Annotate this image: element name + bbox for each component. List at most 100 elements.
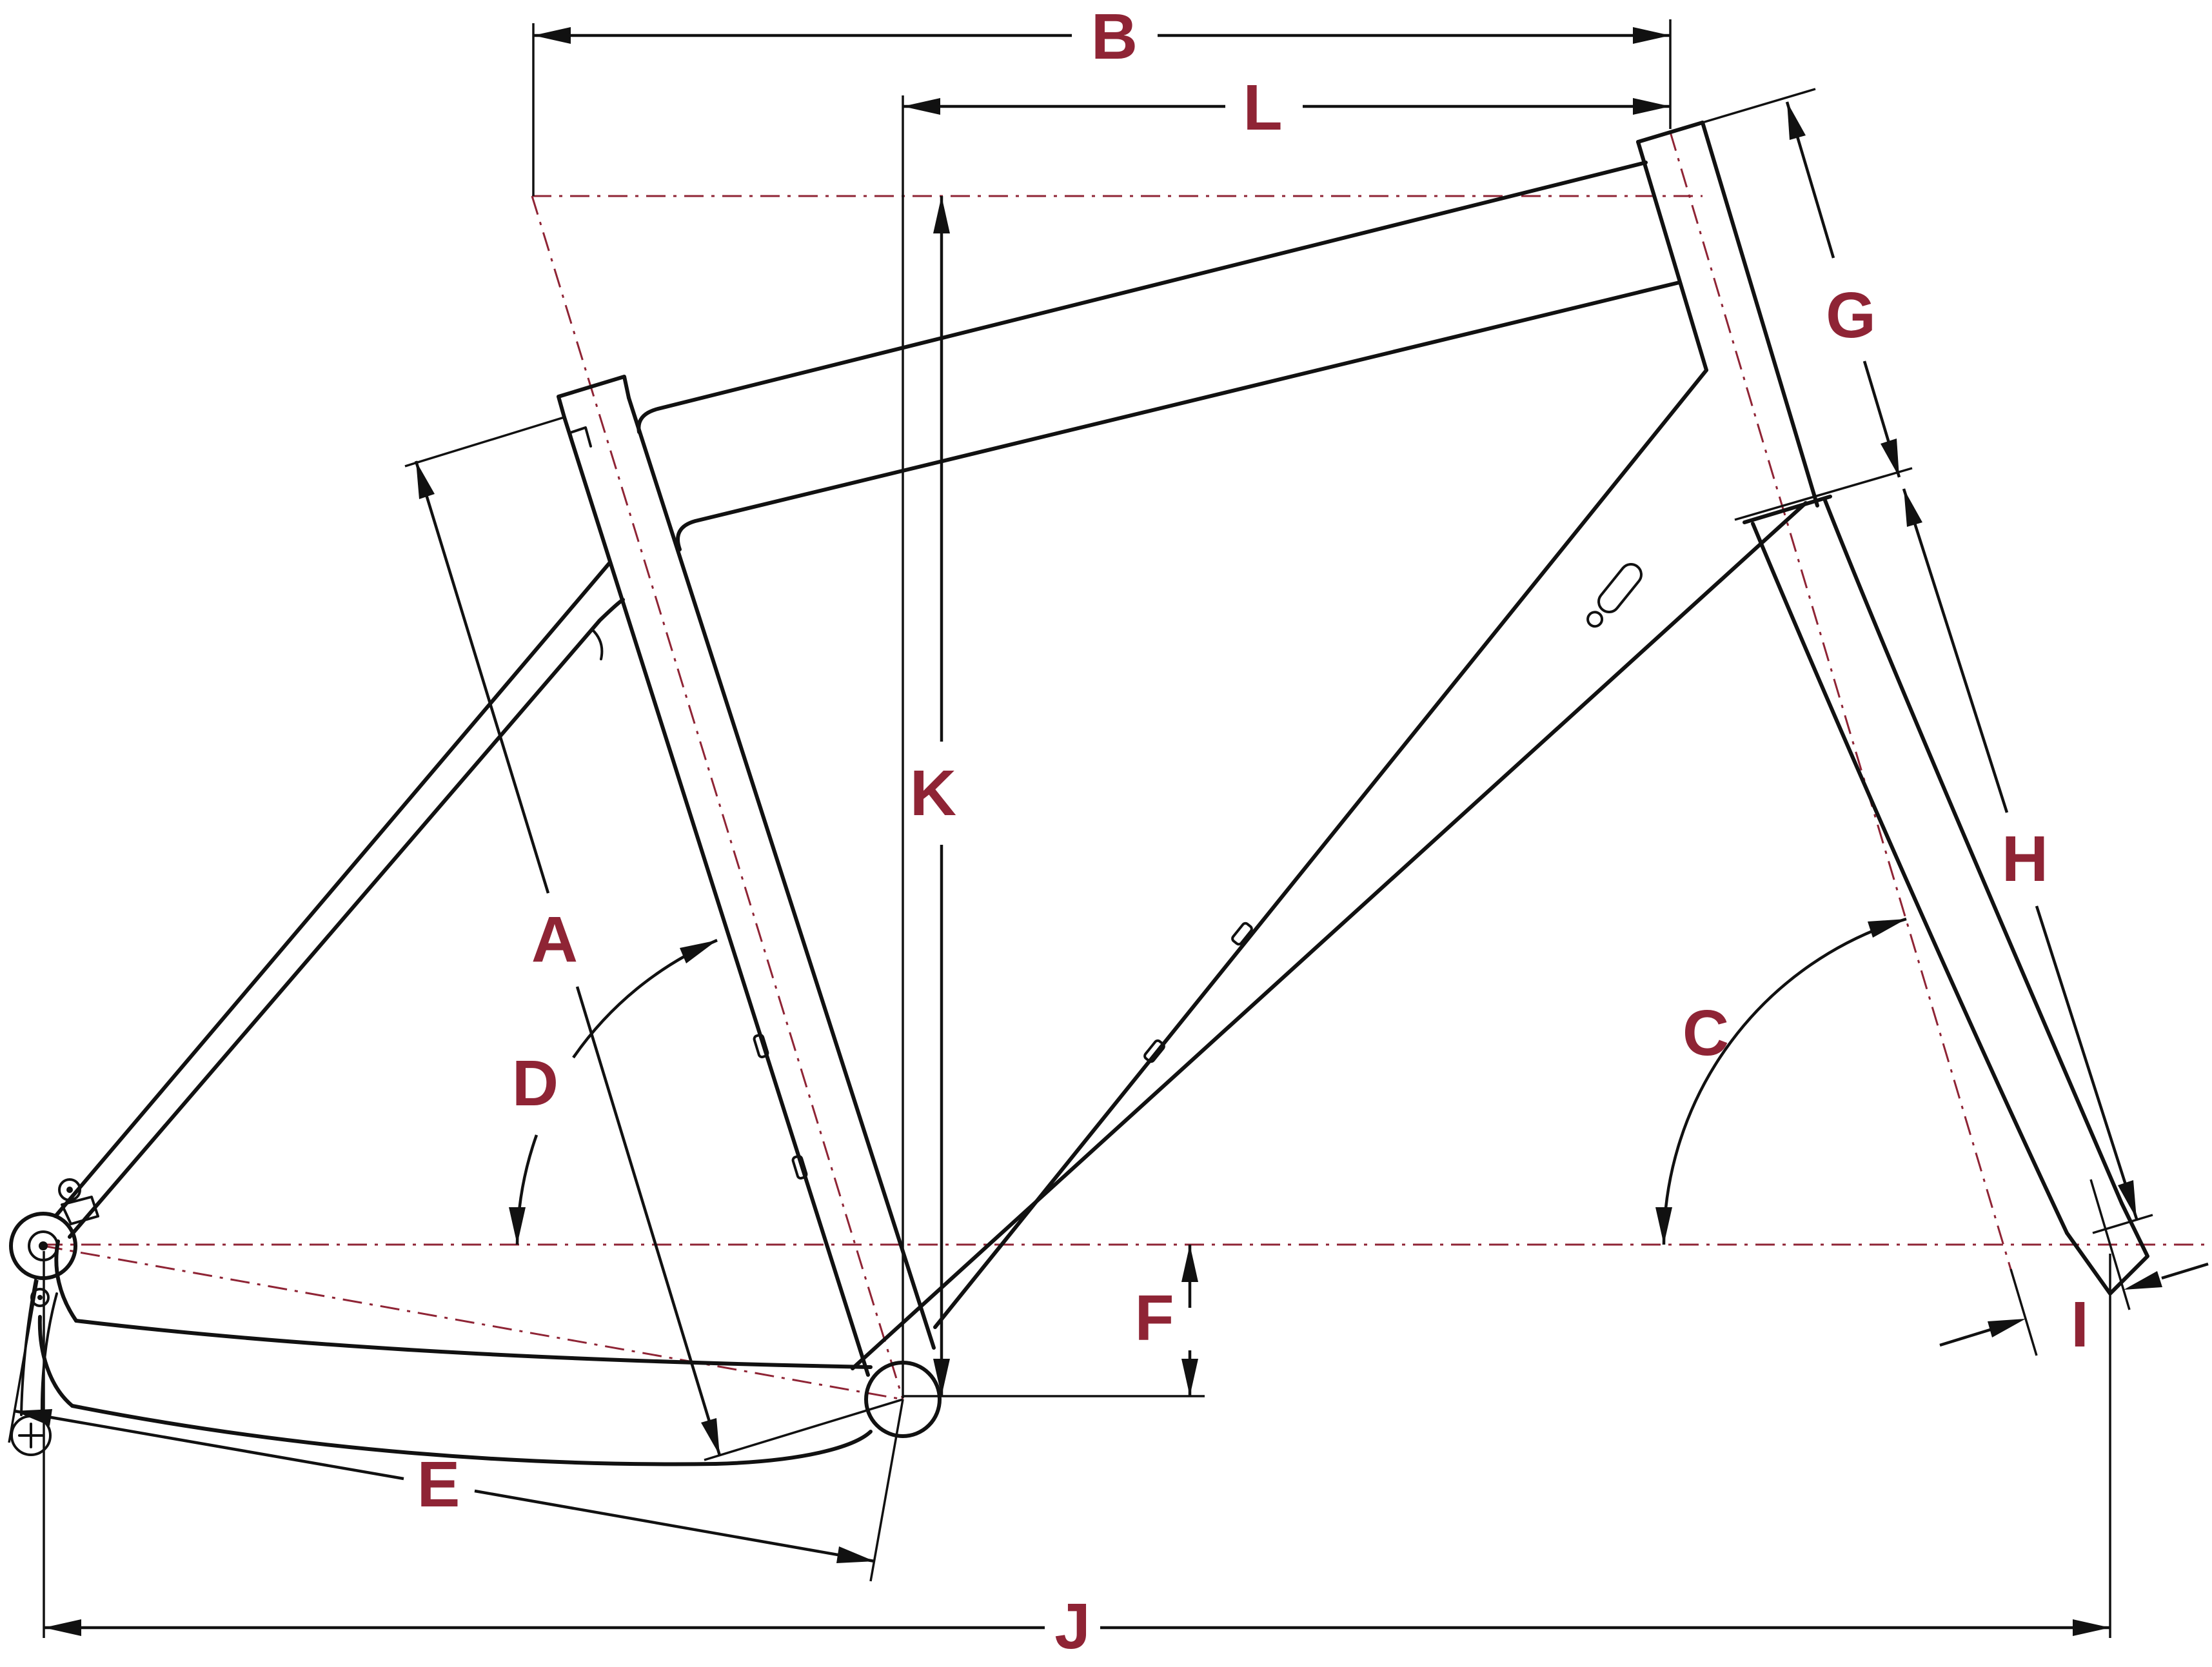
dim-k-arrow-top	[933, 196, 950, 233]
rear-axle-center-dot	[39, 1241, 48, 1250]
bottle-boss-downtube-1	[1231, 922, 1253, 946]
seat-stay-lower-edge	[68, 598, 625, 1239]
chainstay-dropout-joint-bottom	[37, 1315, 74, 1408]
dim-h-arrow-bottom	[2118, 1180, 2137, 1219]
dimension-e	[8, 1279, 904, 1582]
dim-e-tick-right	[869, 1399, 904, 1582]
dim-a-tick-top	[404, 416, 565, 468]
dim-g-tick-bottom-crown	[1734, 467, 1913, 521]
fork-blade-front-edge	[1823, 498, 2124, 1205]
dim-h-line	[1902, 488, 2138, 1219]
rack-eyelet-lower-dot	[37, 1295, 43, 1300]
dimension-l	[902, 95, 1670, 1398]
frame-outline	[9, 121, 2149, 1466]
rack-eyelet-upper	[58, 1178, 81, 1201]
chainstay-top-edge	[74, 1319, 873, 1369]
dim-e-line	[14, 1409, 875, 1563]
dim-i-arrow-right-shaft	[2161, 1262, 2209, 1280]
dim-a-arrow-bottom	[701, 1418, 720, 1455]
cable-port-hole	[1586, 611, 1604, 628]
dimension-i	[1939, 1179, 2209, 1356]
dim-g-arrow-top	[1787, 102, 1806, 140]
cable-port-slot	[1597, 562, 1643, 614]
bottle-boss-seattube-1	[753, 1033, 769, 1059]
dimensions	[8, 19, 2209, 1638]
dim-f-arrow-bottom	[1181, 1359, 1198, 1396]
fork-crown-cap	[1743, 495, 1832, 524]
dim-e-arrow-left	[14, 1409, 52, 1426]
bottle-boss-seattube-2	[791, 1154, 808, 1180]
dim-i-arrow-right	[2124, 1271, 2162, 1290]
dim-l-arrow-left	[903, 98, 940, 115]
seat-stay-fillet	[591, 628, 604, 660]
dim-l-arrow-right	[1633, 98, 1670, 115]
seat-tube-left-edge	[562, 415, 870, 1377]
head-tube-front-edge	[1701, 121, 1819, 508]
dim-j-arrow-right	[2073, 1619, 2110, 1636]
seat-tube-axis-line	[531, 195, 904, 1400]
top-tube-upper-edge	[637, 161, 1648, 434]
dimension-a	[404, 416, 904, 1461]
head-tube-top-cap	[1636, 121, 1704, 144]
seat-clamp-slot	[569, 426, 592, 453]
rack-eyelet-upper-dot	[66, 1187, 73, 1193]
dimension-g	[1702, 88, 1913, 521]
label-a: A	[531, 903, 578, 976]
dim-c-arrow-top	[1868, 919, 1906, 938]
dim-g-arrow-bottom	[1881, 439, 1899, 477]
dim-d-arrow-bottom	[509, 1207, 526, 1245]
dim-b-arrow-left	[533, 27, 571, 44]
label-f: F	[1134, 1282, 1174, 1354]
dim-i-arrow-left	[1988, 1319, 2026, 1337]
down-tube-cable-port	[1586, 562, 1643, 628]
dimension-d	[509, 938, 718, 1245]
dimension-b	[532, 19, 1672, 196]
down-tube-upper-edge	[933, 368, 1708, 1329]
label-h: H	[2002, 823, 2048, 895]
dim-i-axle-tick	[2089, 1179, 2131, 1310]
dim-e-tick-left	[8, 1279, 39, 1443]
label-k: K	[910, 757, 956, 829]
chainstay-bottom-edge	[70, 1404, 873, 1466]
seat-tube-top-cap	[557, 375, 631, 419]
label-e: E	[417, 1448, 460, 1521]
dim-a-tick-bottom	[704, 1398, 904, 1461]
dim-a-line	[414, 460, 722, 1456]
label-b: B	[1091, 1, 1138, 73]
label-i: I	[2071, 1288, 2089, 1361]
label-g: G	[1826, 279, 1876, 351]
dim-h-tick-bottom	[2092, 1214, 2153, 1234]
dropout-tab	[61, 1196, 99, 1225]
dim-j-arrow-left	[44, 1619, 81, 1636]
label-d: D	[512, 1047, 558, 1120]
dimension-k	[933, 196, 950, 1396]
rear-axle-to-bb-line	[43, 1245, 904, 1401]
label-j: J	[1054, 1590, 1091, 1662]
label-l: L	[1243, 72, 1282, 144]
hanger-screw-cross	[18, 1423, 44, 1448]
dim-c-arrow-bottom	[1655, 1207, 1672, 1245]
front-dropout	[2065, 1201, 2149, 1296]
dim-k-arrow-bottom	[933, 1359, 950, 1396]
top-tube-lower-edge	[676, 281, 1681, 551]
label-c: C	[1683, 997, 1729, 1069]
dim-f-arrow-top	[1181, 1245, 1198, 1282]
down-tube-lower-edge	[851, 501, 1808, 1370]
fork-blade-rear-edge	[1751, 522, 2069, 1235]
dimension-c	[1655, 917, 1907, 1245]
dimension-j	[43, 1251, 2111, 1638]
dim-d-arrow-top	[680, 940, 717, 963]
dim-h-arrow-top	[1904, 489, 1922, 527]
reference-lines	[43, 132, 2208, 1401]
dim-a-arrow-top	[416, 461, 435, 499]
bottle-boss-downtube-2	[1143, 1039, 1165, 1063]
seat-tube-right-edge	[627, 396, 936, 1350]
dim-e-arrow-right	[836, 1546, 874, 1563]
dim-c-arc	[1662, 917, 1907, 1245]
dim-i-axis-tick	[2010, 1268, 2038, 1356]
dim-g-tick-top	[1702, 88, 1816, 124]
dim-i-arrow-left-shaft	[1939, 1328, 1991, 1347]
dim-b-arrow-right	[1633, 27, 1670, 44]
